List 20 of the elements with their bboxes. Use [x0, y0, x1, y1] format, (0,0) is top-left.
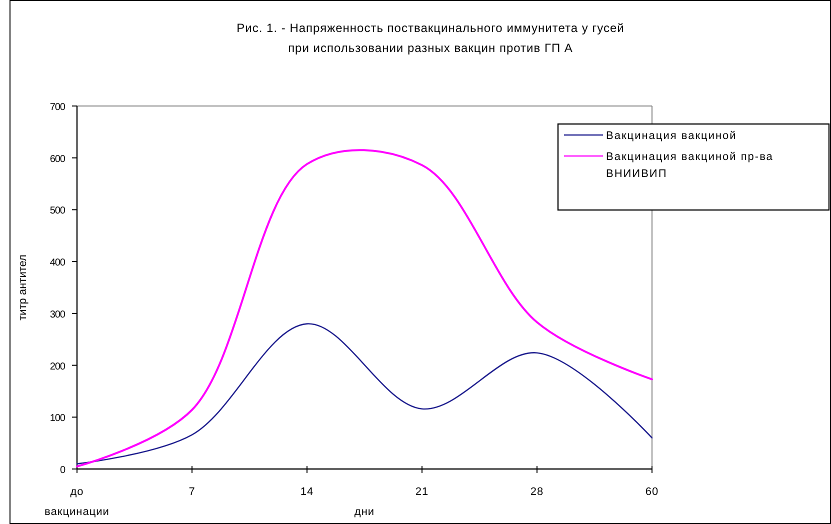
x-tick-label: 14 — [300, 486, 314, 498]
x-tick-label: 7 — [188, 486, 196, 498]
x-tick-label: 60 — [645, 486, 659, 498]
y-tick-label: 300 — [50, 309, 66, 320]
x-tick-label: до вакцинации — [44, 486, 110, 518]
x-axis-title: дни — [354, 506, 375, 518]
y-tick-label: 0 — [60, 465, 66, 476]
x-tick-label: 28 — [530, 486, 544, 498]
y-tick-label: 600 — [50, 154, 66, 165]
y-axis-title: титр антител — [17, 254, 29, 320]
y-tick-label: 200 — [50, 361, 66, 372]
y-tick-label: 700 — [50, 102, 66, 113]
y-tick-label: 500 — [50, 206, 66, 217]
line-series — [76, 323, 653, 464]
y-tick-label: 100 — [50, 413, 66, 424]
y-tick-label: 400 — [50, 258, 66, 269]
legend-label: Вакцинация вакциной — [606, 130, 737, 142]
x-tick-label: 21 — [415, 486, 429, 498]
chart-title: Рис. 1. - Напряженность поствакцинального иммунитета у гусей при использовании разных вакцин против ГП А — [236, 21, 624, 55]
legend-label: Вакцинация вакциной пр-ва ВНИИВИП — [606, 151, 774, 180]
